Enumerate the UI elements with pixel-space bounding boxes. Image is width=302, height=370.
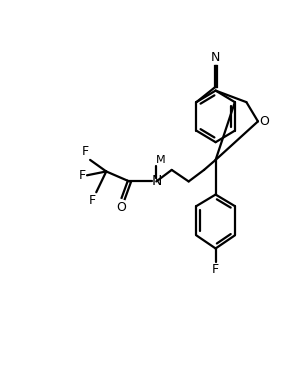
Text: O: O: [117, 202, 127, 215]
Text: M: M: [156, 155, 166, 165]
Text: N: N: [151, 175, 162, 188]
Text: O: O: [259, 115, 269, 128]
Text: F: F: [212, 263, 219, 276]
Text: F: F: [79, 169, 86, 182]
Text: F: F: [82, 145, 89, 158]
Text: N: N: [211, 51, 220, 64]
Text: F: F: [88, 194, 95, 207]
